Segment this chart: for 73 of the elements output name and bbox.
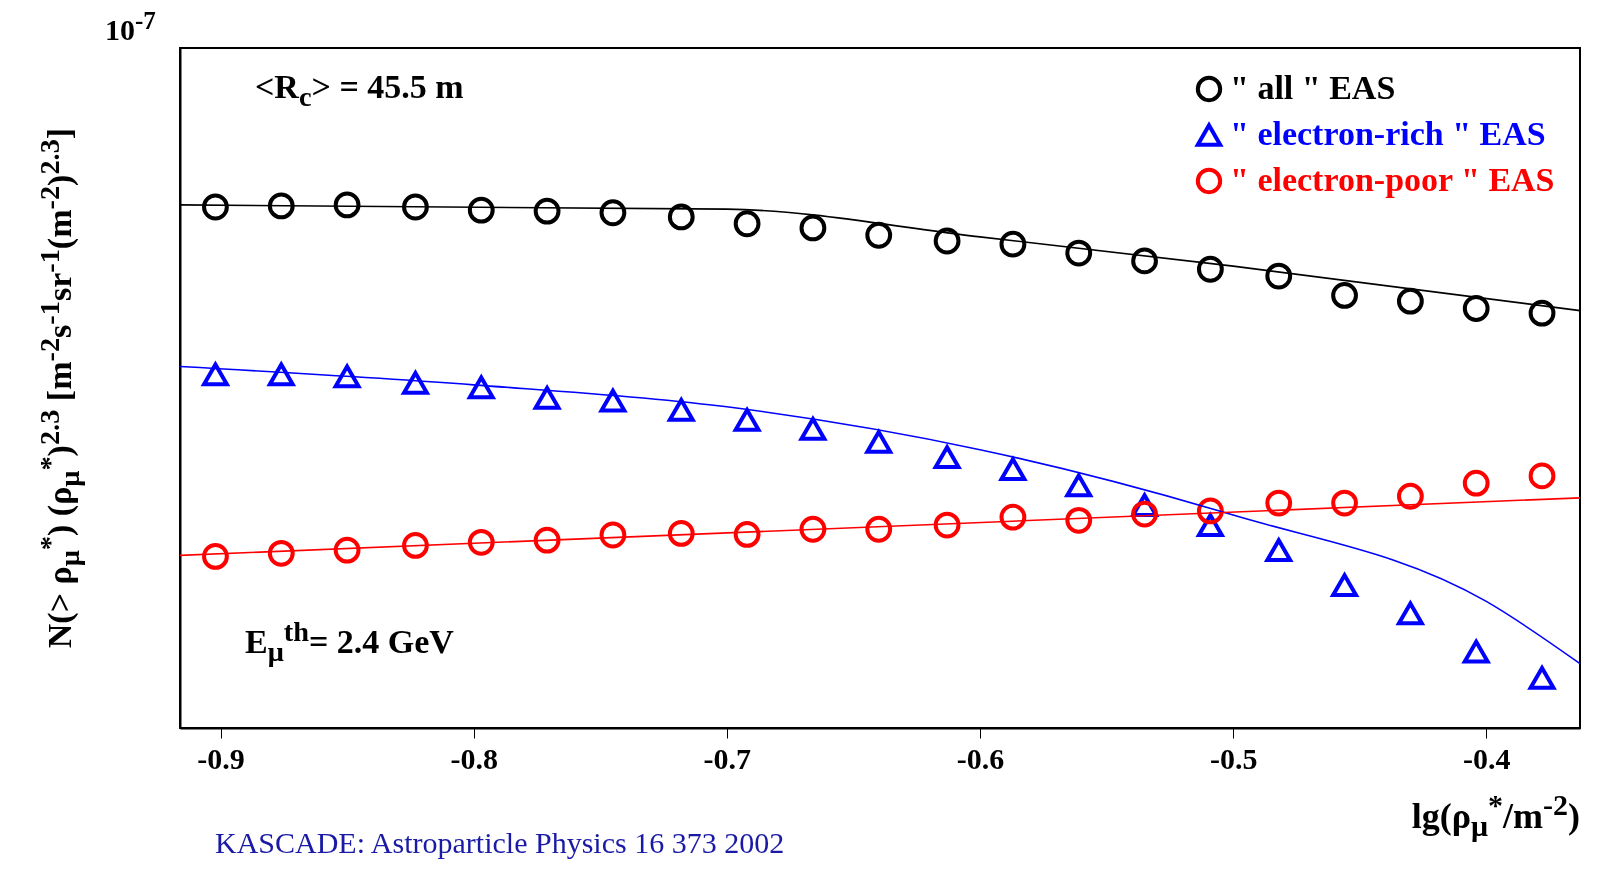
- point: [1462, 469, 1490, 497]
- point: [202, 543, 229, 570]
- point: [799, 515, 827, 543]
- x-tick-label: -0.7: [703, 741, 752, 775]
- point: [402, 370, 429, 395]
- point: [1065, 506, 1093, 534]
- point: [533, 526, 561, 554]
- point: [1065, 239, 1093, 267]
- point: [733, 408, 761, 432]
- point: [402, 532, 429, 559]
- point: [202, 193, 229, 221]
- point: [467, 196, 495, 224]
- point: [1462, 295, 1490, 322]
- point: [999, 230, 1027, 258]
- point: [1196, 255, 1224, 283]
- x-tick-label: -0.5: [1209, 741, 1258, 775]
- x-axis-title: lg(ρ$_{μ}$$^{*}$/m$^{-2}$): [1411, 788, 1580, 843]
- point: [1396, 287, 1424, 315]
- point: [333, 536, 361, 564]
- x-tick-label: -0.9: [197, 741, 245, 775]
- point: [533, 386, 561, 410]
- point: [865, 515, 893, 543]
- legend-label: " electron-rich " EAS: [1230, 115, 1546, 152]
- x-tick-label: -0.8: [450, 741, 498, 775]
- point: [865, 221, 893, 249]
- point: [667, 203, 695, 231]
- point: [598, 386, 628, 413]
- point: [332, 362, 362, 389]
- point: [1331, 489, 1358, 517]
- point: [1131, 247, 1158, 275]
- legend-label: " all " EAS: [1230, 69, 1396, 106]
- point: [267, 539, 295, 567]
- point: [933, 227, 961, 255]
- point: [267, 192, 295, 220]
- point: [466, 373, 496, 400]
- point: [1396, 482, 1424, 510]
- point: [999, 457, 1027, 481]
- legend-label: " electron-poor " EAS: [1230, 161, 1555, 198]
- x-tick-label: -0.4: [1463, 741, 1511, 775]
- text: KASCADE: Astroparticle Physics 16 373 2002: [215, 826, 785, 859]
- x-tick-label: -0.6: [956, 741, 1005, 775]
- point: [599, 199, 627, 227]
- point: [667, 520, 695, 547]
- point: [1528, 665, 1556, 690]
- point: [333, 191, 361, 219]
- point: [733, 210, 761, 238]
- point: [1461, 637, 1491, 664]
- point: [933, 445, 961, 469]
- point: [733, 521, 761, 548]
- point: [599, 521, 627, 549]
- annotation: E$_{μ}$$^{th}$= 2.4 GeV: [245, 616, 454, 668]
- point: [266, 360, 296, 387]
- point: [933, 511, 961, 539]
- point: [1065, 473, 1093, 498]
- text: 10$^{-7}$: [105, 7, 156, 46]
- point: [1528, 462, 1556, 490]
- point: [1265, 538, 1293, 563]
- point: [1265, 489, 1293, 517]
- point: [865, 430, 893, 454]
- point: [402, 193, 429, 221]
- point: [467, 528, 495, 556]
- point: [1331, 282, 1358, 309]
- text: <R$_{c}$> = 45.5 m: [255, 68, 464, 112]
- point: [533, 197, 561, 225]
- point: [799, 214, 827, 242]
- point: [799, 416, 827, 441]
- point: [999, 503, 1027, 531]
- point: [1196, 497, 1224, 525]
- point: [1265, 262, 1293, 290]
- point: [1131, 500, 1158, 528]
- point: [667, 398, 695, 422]
- point: [1331, 573, 1358, 598]
- point: [1528, 299, 1556, 327]
